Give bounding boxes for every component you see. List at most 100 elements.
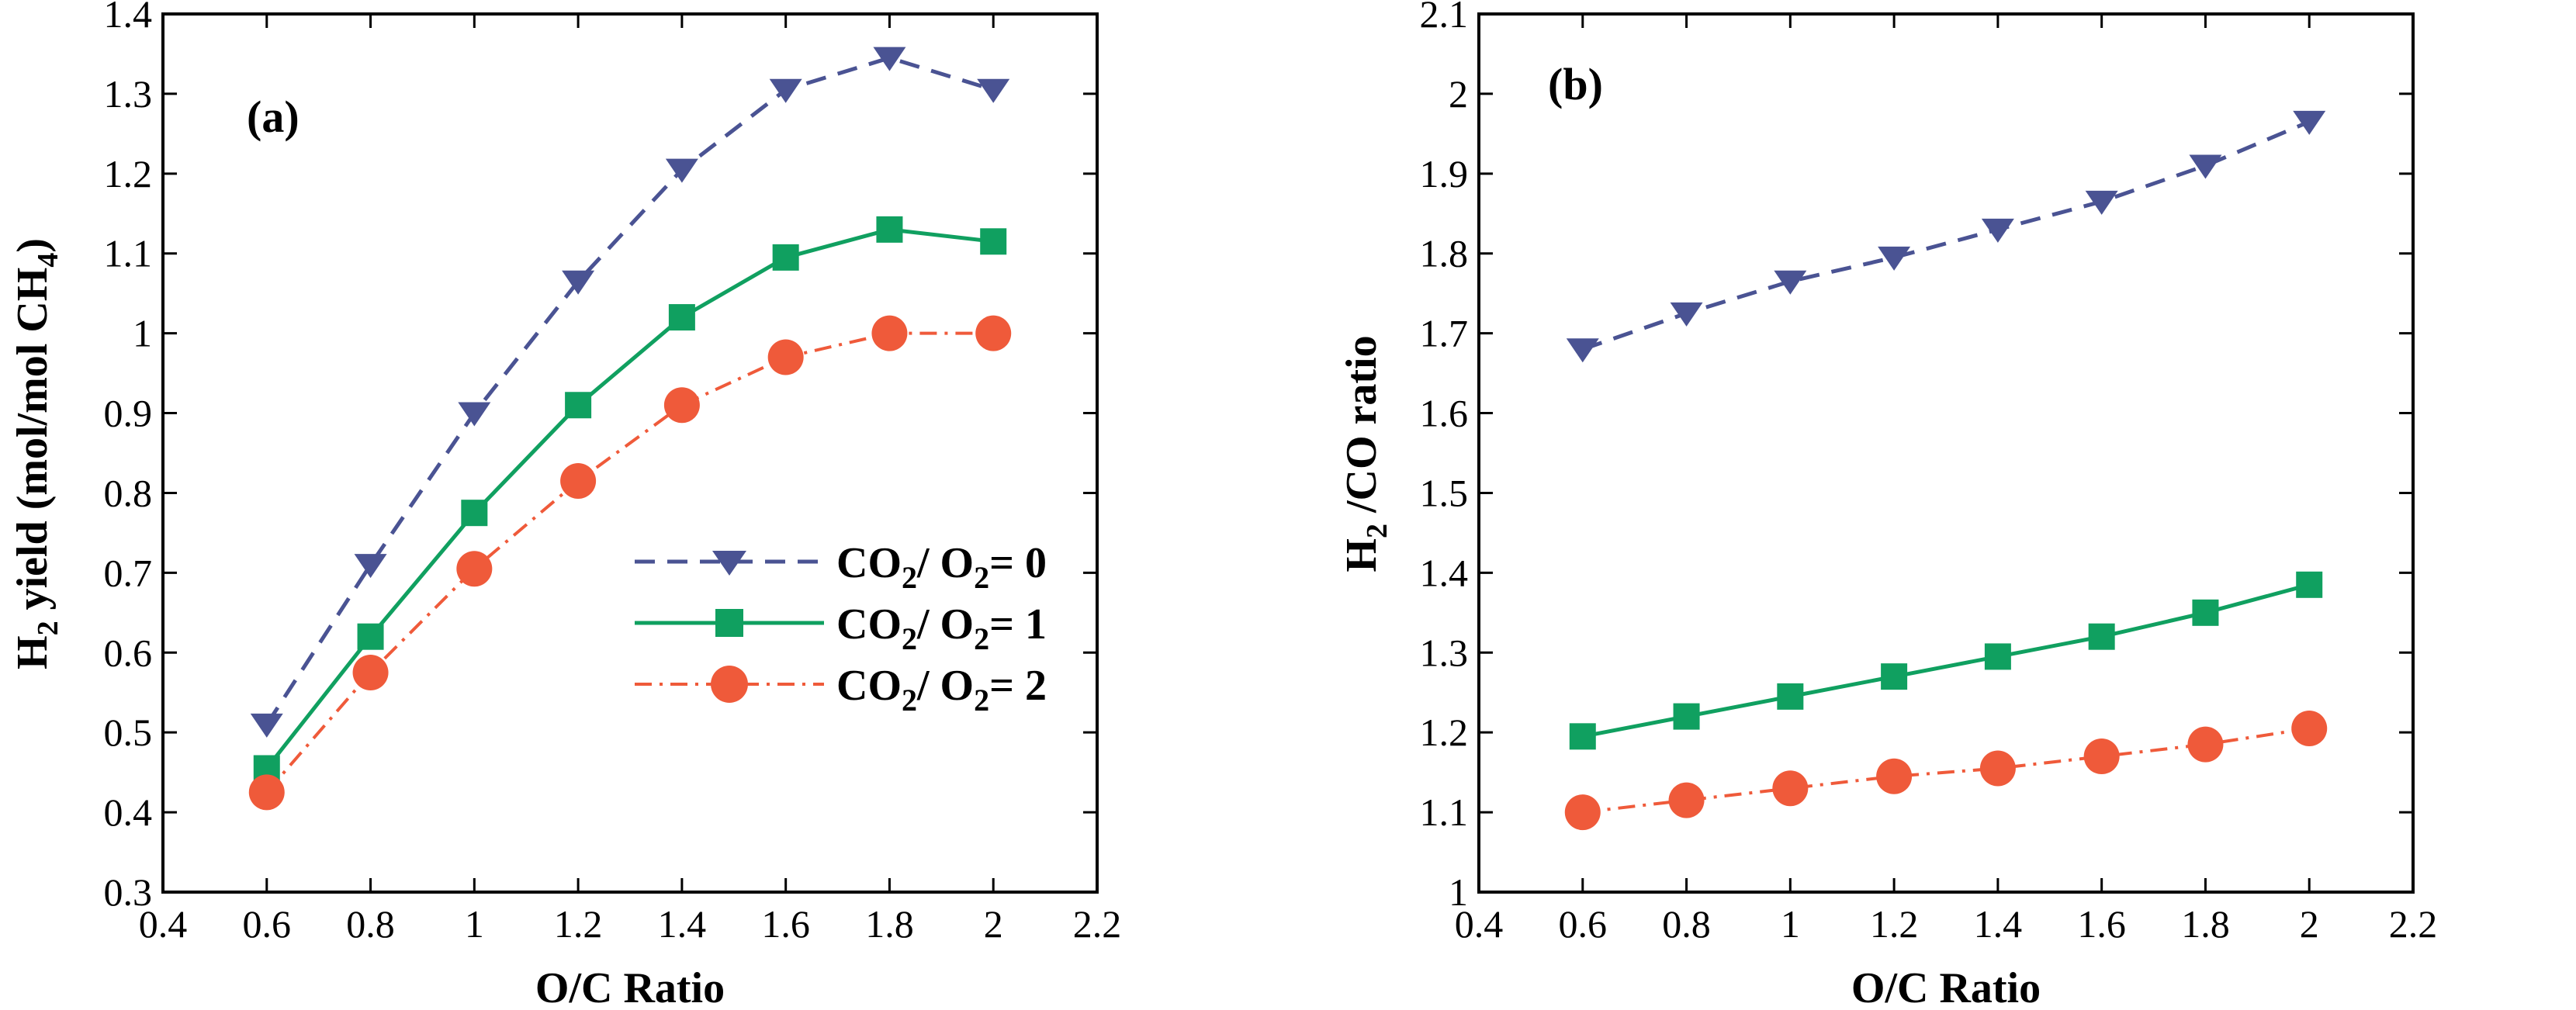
y-tick-label: 0.6 [104, 631, 153, 674]
data-point-circle [871, 315, 908, 351]
x-tick-label: 1 [465, 902, 484, 946]
y-tick-label: 1.7 [1420, 312, 1469, 355]
y-tick-label: 1.8 [1420, 232, 1469, 275]
legend-marker-square [715, 609, 743, 637]
y-tick-label: 0.3 [104, 870, 153, 914]
x-tick-label: 2 [984, 902, 1003, 946]
y-tick-label: 1.3 [1420, 631, 1469, 674]
x-tick-label: 2.2 [1073, 902, 1122, 946]
data-point-circle [1876, 758, 1913, 794]
y-tick-label: 1.5 [1420, 471, 1469, 514]
legend-marker-circle [711, 666, 748, 703]
data-point-circle [975, 315, 1012, 351]
data-point-circle [352, 655, 389, 690]
x-tick-label: 0.8 [1662, 902, 1711, 946]
y-tick-label: 1.6 [1420, 392, 1469, 435]
y-tick-label: 1 [133, 312, 152, 355]
data-point-circle [456, 551, 493, 587]
y-tick-label: 1.2 [1420, 711, 1469, 754]
data-point-square [2192, 599, 2219, 626]
data-point-circle [2291, 711, 2328, 747]
x-tick-label: 2 [2300, 902, 2319, 946]
data-point-square [1777, 683, 1804, 710]
data-point-circle [663, 387, 700, 424]
legend: CO2/ O2= 0 CO2/ O2= 1 CO2/ O2= 2 [635, 539, 1047, 718]
panel-b-plot-area: 0.4 0.6 0.8 1 1.2 1.4 1.6 1.8 2 2.2 1 1.1 1.2 1.3 1.4 1… [1420, 0, 2438, 946]
data-point-square [876, 216, 903, 243]
x-tick-label: 1.8 [865, 902, 914, 946]
series-line-0 [1581, 119, 2311, 351]
data-point-circle [248, 774, 285, 811]
data-point-triangle [2189, 154, 2222, 179]
data-point-square [668, 304, 695, 331]
panel-a-xlabel: O/C Ratio [535, 964, 725, 1010]
data-point-square [565, 392, 592, 419]
data-point-triangle [1981, 218, 2014, 243]
series-line-1 [265, 227, 994, 770]
data-point-square [2296, 571, 2323, 598]
data-point-circle [767, 339, 804, 375]
data-point-square [1569, 723, 1596, 750]
data-point-triangle [562, 270, 595, 295]
data-point-triangle [2293, 110, 2326, 135]
panel-a-label: (a) [247, 92, 299, 142]
data-point-triangle [250, 713, 283, 738]
data-point-square [357, 623, 384, 650]
x-tick-label: 0.6 [1559, 902, 1608, 946]
data-point-square [1673, 703, 1700, 730]
series-line-2 [265, 331, 994, 794]
data-point-triangle [1774, 270, 1807, 295]
data-point-triangle [977, 78, 1010, 103]
data-point-triangle [769, 78, 802, 103]
panel-b-xlabel: O/C Ratio [1851, 964, 2041, 1010]
data-point-circle [2083, 738, 2120, 775]
data-point-circle [1668, 782, 1705, 818]
panel-b-label: (b) [1548, 59, 1603, 109]
x-tick-label: 1.2 [1870, 902, 1919, 946]
y-tick-label: 0.7 [104, 551, 153, 594]
y-tick-label: 0.9 [104, 392, 153, 435]
panel-a-axes-frame [161, 12, 1099, 894]
x-tick-label: 0.4 [139, 902, 188, 946]
y-tick-label: 2 [1449, 72, 1468, 116]
y-tick-label: 1.4 [1420, 551, 1469, 594]
legend-label-2: CO2/ O2= 2 [836, 662, 1047, 718]
x-tick-label: 2.2 [2389, 902, 2438, 946]
legend-label-1: CO2/ O2= 1 [836, 600, 1047, 656]
y-tick-label: 2.1 [1420, 0, 1469, 36]
x-tick-label: 0.8 [346, 902, 395, 946]
data-point-triangle [1670, 302, 1703, 327]
data-point-triangle [873, 47, 906, 71]
data-point-square [461, 500, 488, 527]
data-point-square [980, 228, 1007, 255]
data-point-square [1984, 643, 2011, 670]
data-point-triangle [354, 554, 387, 579]
data-point-triangle [1566, 338, 1599, 363]
y-tick-label: 1.2 [104, 152, 153, 195]
y-tick-label: 1 [1449, 870, 1468, 914]
chart-panel-b: (b) H2 /CO ratio O/C Ratio 0.4 0.6 0.8 1 1.2… [1338, 0, 2437, 1010]
x-tick-label: 1.4 [658, 902, 707, 946]
chart-panel-a: (a) H2 yield (mol/mol CH4) O/C Ratio 0.4… [9, 0, 1121, 1010]
legend-marker-triangle-down [712, 551, 746, 576]
panel-a-ylabel: H2 yield (mol/mol CH4) [9, 238, 64, 669]
x-tick-label: 1.6 [2077, 902, 2126, 946]
data-point-triangle [458, 402, 491, 427]
data-point-circle [1979, 750, 2016, 787]
x-tick-label: 0.4 [1455, 902, 1504, 946]
data-point-circle [1564, 794, 1601, 831]
data-point-triangle [665, 158, 698, 183]
panel-b-axes-frame [1477, 12, 2415, 894]
x-tick-label: 1.2 [554, 902, 603, 946]
panel-a-plot-area: 0.4 0.6 0.8 1 1.2 1.4 1.6 1.8 2 2.20.30.40.50.60.… [104, 0, 1122, 946]
data-point-square [1881, 663, 1908, 690]
series-line-0 [265, 55, 994, 726]
data-point-square [2088, 623, 2115, 650]
y-tick-label: 1.4 [104, 0, 153, 36]
y-tick-label: 0.4 [104, 790, 153, 834]
x-tick-label: 0.6 [243, 902, 292, 946]
data-point-circle [1772, 770, 1809, 807]
x-tick-label: 1.4 [1974, 902, 2023, 946]
y-tick-label: 0.8 [104, 471, 153, 514]
